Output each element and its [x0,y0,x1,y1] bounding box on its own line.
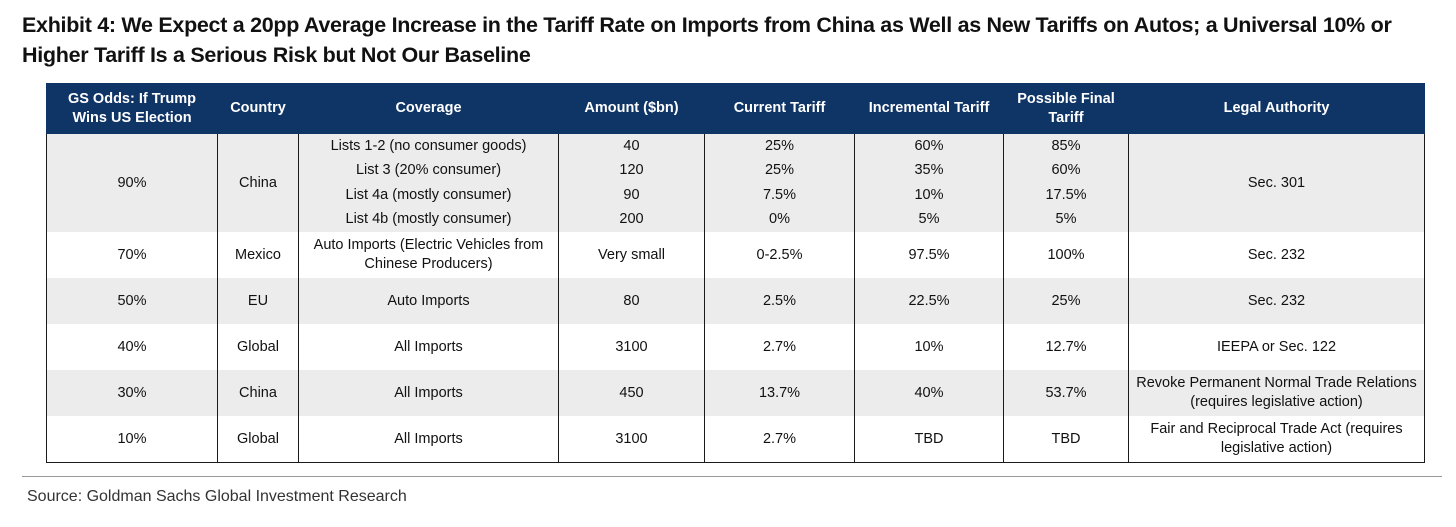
current-tariff-cell: 13.7% [704,370,855,416]
table-row: List 4a (mostly consumer) 90 7.5% 10% 17… [47,183,1425,208]
coverage-cell: Auto Imports [298,278,559,324]
tariff-table-container: GS Odds: If Trump Wins US Election Count… [46,83,1425,463]
country-cell: Global [217,324,299,370]
source-note: Source: Goldman Sachs Global Investment … [27,488,407,505]
tariff-table: GS Odds: If Trump Wins US Election Count… [46,83,1425,463]
final-tariff-cell: 85% [1003,133,1129,159]
incremental-tariff-cell: 60% [854,133,1004,159]
header-incremental-tariff: Incremental Tariff [854,83,1004,134]
amount-cell: 40 [558,133,705,159]
legal-authority-cell: Sec. 301 [1128,133,1425,232]
legal-authority-cell: Fair and Reciprocal Trade Act (requires … [1128,416,1425,463]
current-tariff-cell: 25% [704,133,855,159]
final-tariff-cell: 17.5% [1003,183,1129,208]
legal-authority-cell: IEEPA or Sec. 122 [1128,324,1425,370]
coverage-cell: List 4b (mostly consumer) [298,207,559,232]
header-coverage: Coverage [298,83,559,134]
country-cell: EU [217,278,299,324]
incremental-tariff-cell: 97.5% [854,232,1004,278]
final-tariff-cell: 100% [1003,232,1129,278]
coverage-cell: List 4a (mostly consumer) [298,183,559,208]
current-tariff-cell: 0-2.5% [704,232,855,278]
amount-cell: 200 [558,207,705,232]
header-amount: Amount ($bn) [558,83,705,134]
amount-cell: 80 [558,278,705,324]
amount-cell: 3100 [558,324,705,370]
final-tariff-cell: 25% [1003,278,1129,324]
country-cell: China [217,370,299,416]
country-cell: Mexico [217,232,299,278]
final-tariff-cell: TBD [1003,416,1129,463]
header-current-tariff: Current Tariff [704,83,855,134]
current-tariff-cell: 7.5% [704,183,855,208]
header-country: Country [217,83,299,134]
table-row: List 3 (20% consumer) 120 25% 35% 60% [47,158,1425,183]
current-tariff-cell: 0% [704,207,855,232]
incremental-tariff-cell: 35% [854,158,1004,183]
incremental-tariff-cell: 10% [854,183,1004,208]
coverage-cell: All Imports [298,416,559,463]
header-final-tariff: Possible Final Tariff [1003,83,1129,134]
final-tariff-cell: 60% [1003,158,1129,183]
legal-authority-cell: Revoke Permanent Normal Trade Relations … [1128,370,1425,416]
table-row: 10% Global All Imports 3100 2.7% TBD TBD… [46,416,1425,463]
incremental-tariff-cell: 5% [854,207,1004,232]
final-tariff-cell: 53.7% [1003,370,1129,416]
amount-cell: 120 [558,158,705,183]
odds-cell: 50% [46,278,218,324]
current-tariff-cell: 2.7% [704,324,855,370]
coverage-cell: All Imports [298,324,559,370]
final-tariff-cell: 5% [1003,207,1129,232]
coverage-cell: List 3 (20% consumer) [298,158,559,183]
amount-cell: 450 [558,370,705,416]
legal-authority-cell: Sec. 232 [1128,278,1425,324]
header-legal-authority: Legal Authority [1128,83,1425,134]
odds-cell: 90% [46,133,218,232]
bottom-divider [22,476,1442,477]
amount-cell: 90 [558,183,705,208]
coverage-cell: All Imports [298,370,559,416]
final-tariff-cell: 12.7% [1003,324,1129,370]
amount-cell: Very small [558,232,705,278]
country-cell: China [217,133,299,232]
table-row: List 4b (mostly consumer) 200 0% 5% 5% [47,207,1425,232]
country-cell: Global [217,416,299,463]
exhibit-title: Exhibit 4: We Expect a 20pp Average Incr… [22,13,1392,67]
header-odds: GS Odds: If Trump Wins US Election [46,83,218,134]
incremental-tariff-cell: 22.5% [854,278,1004,324]
table-row: 30% China All Imports 450 13.7% 40% 53.7… [46,370,1425,416]
incremental-tariff-cell: 10% [854,324,1004,370]
header-row: GS Odds: If Trump Wins US Election Count… [46,83,1425,134]
odds-cell: 30% [46,370,218,416]
incremental-tariff-cell: TBD [854,416,1004,463]
coverage-cell: Lists 1-2 (no consumer goods) [298,133,559,159]
odds-cell: 40% [46,324,218,370]
current-tariff-cell: 2.5% [704,278,855,324]
table-row: 70% Mexico Auto Imports (Electric Vehicl… [46,232,1425,278]
table-row: 40% Global All Imports 3100 2.7% 10% 12.… [46,324,1425,370]
legal-authority-cell: Sec. 232 [1128,232,1425,278]
current-tariff-cell: 25% [704,158,855,183]
odds-cell: 10% [46,416,218,463]
current-tariff-cell: 2.7% [704,416,855,463]
odds-cell: 70% [46,232,218,278]
table-row: 50% EU Auto Imports 80 2.5% 22.5% 25% Se… [46,278,1425,324]
table-row: 90% China Lists 1-2 (no consumer goods) … [46,133,1425,232]
incremental-tariff-cell: 40% [854,370,1004,416]
amount-cell: 3100 [558,416,705,463]
coverage-cell: Auto Imports (Electric Vehicles from Chi… [298,232,559,278]
